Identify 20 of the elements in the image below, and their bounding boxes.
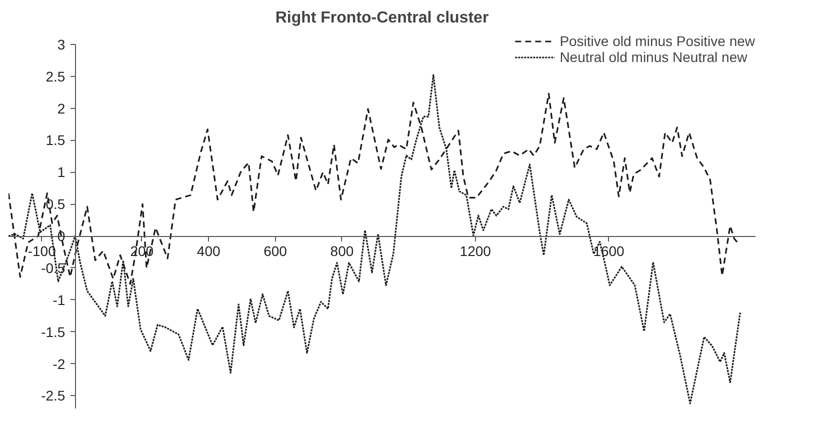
y-tick-label: -1 <box>52 292 66 308</box>
y-tick-label: 1.5 <box>46 132 66 148</box>
y-tick-label: 2.5 <box>46 68 66 84</box>
x-tick-label: 1600 <box>593 243 625 260</box>
x-tick-label: 1200 <box>460 243 492 260</box>
chart-title: Right Fronto-Central cluster <box>275 10 489 26</box>
legend-label: Neutral old minus Neutral new <box>560 49 748 65</box>
x-tick-label: 200 <box>130 243 154 260</box>
y-tick-label: 1 <box>57 164 66 180</box>
y-tick-label: -2.5 <box>41 388 66 404</box>
x-tick-label: 800 <box>330 243 354 260</box>
y-tick-label: -2 <box>52 356 66 372</box>
y-tick-label: -1.5 <box>41 324 66 340</box>
x-tick-label: 600 <box>264 243 288 260</box>
x-tick-label: 400 <box>196 243 220 260</box>
y-tick-label: 0.5 <box>46 196 66 212</box>
y-tick-label: 3 <box>57 36 66 52</box>
x-tick-label: -100 <box>28 243 56 260</box>
legend-label: Positive old minus Positive new <box>560 33 755 49</box>
y-tick-label: 2 <box>57 100 66 116</box>
